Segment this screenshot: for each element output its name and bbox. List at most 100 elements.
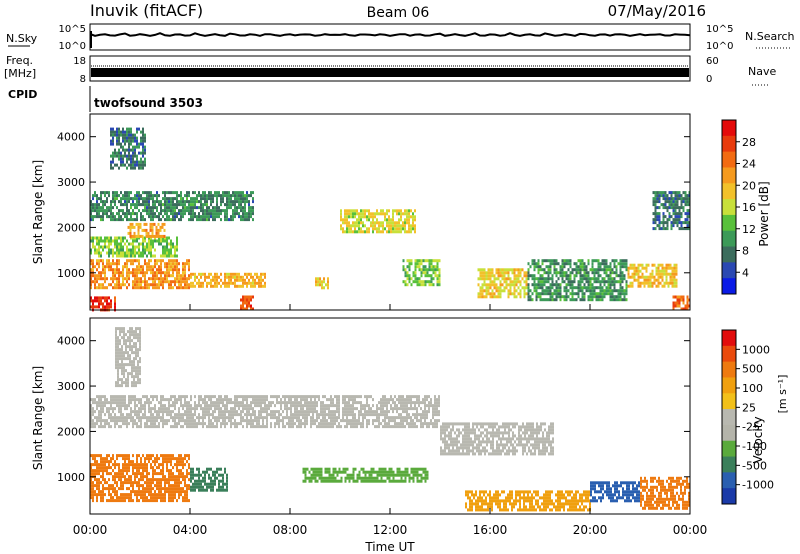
heatmap-cell — [186, 413, 188, 417]
heatmap-cell — [627, 266, 630, 270]
heatmap-cell — [137, 222, 140, 226]
heatmap-cell — [172, 218, 174, 222]
heatmap-cell — [499, 283, 502, 287]
heatmap-cell — [350, 419, 352, 423]
heatmap-cell — [364, 230, 366, 234]
heatmap-cell — [130, 191, 132, 195]
heatmap-cell — [180, 481, 182, 485]
heatmap-cell — [605, 292, 608, 296]
heatmap-cell — [559, 271, 562, 275]
heatmap-cell — [110, 127, 112, 131]
heatmap-cell — [244, 295, 246, 299]
heatmap-cell — [190, 425, 192, 429]
heatmap-cell — [176, 191, 178, 195]
heatmap-cell — [388, 425, 390, 429]
heatmap-cell — [178, 454, 180, 458]
heatmap-cell — [581, 262, 584, 266]
heatmap-cell — [178, 194, 180, 198]
heatmap-cell — [569, 265, 572, 269]
heatmap-cell — [128, 151, 130, 155]
heatmap-cell — [146, 416, 148, 420]
heatmap-cell — [527, 274, 530, 278]
heatmap-cell — [174, 248, 176, 252]
heatmap-cell — [146, 283, 148, 287]
heatmap-cell — [348, 398, 350, 402]
heatmap-cell — [96, 286, 98, 290]
heatmap-cell — [595, 268, 598, 272]
heatmap-cell — [190, 470, 192, 474]
heatmap-cell — [206, 218, 208, 222]
heatmap-cell — [569, 262, 572, 266]
heatmap-cell — [202, 206, 204, 210]
heatmap-cell — [218, 194, 220, 198]
heatmap-cell — [525, 280, 528, 284]
heatmap-cell — [658, 197, 661, 201]
heatmap-cell — [499, 271, 502, 275]
heatmap-cell — [114, 466, 116, 470]
heatmap-cell — [410, 224, 412, 228]
heatmap-cell — [674, 304, 677, 308]
nsky-tick-top: 10^5 — [59, 24, 86, 35]
heatmap-cell — [358, 416, 360, 420]
heatmap-cell — [200, 485, 202, 489]
heatmap-cell — [254, 425, 256, 429]
heatmap-cell — [154, 395, 156, 399]
heatmap-cell — [326, 404, 328, 408]
heatmap-cell — [134, 490, 136, 494]
heatmap-cell — [400, 209, 402, 213]
heatmap-cell — [98, 454, 100, 458]
heatmap-cell — [420, 268, 423, 272]
heatmap-cell — [184, 280, 186, 284]
heatmap-cell — [288, 422, 290, 426]
heatmap-cell — [128, 460, 130, 464]
heatmap-cell — [214, 425, 216, 429]
heatmap-cell — [252, 206, 254, 210]
heatmap-cell — [134, 212, 136, 216]
heatmap-cell — [118, 454, 120, 458]
nave-band — [91, 68, 689, 77]
heatmap-cell — [98, 236, 100, 240]
heatmap-cell — [274, 425, 276, 429]
heatmap-cell — [114, 422, 116, 426]
heatmap-cell — [194, 479, 196, 483]
heatmap-cell — [208, 425, 210, 429]
heatmap-cell — [344, 413, 346, 417]
heatmap-cell — [214, 272, 216, 276]
heatmap-cell — [268, 413, 270, 417]
heatmap-cell — [242, 284, 244, 288]
heatmap-cell — [170, 478, 172, 482]
heatmap-cell — [149, 234, 152, 238]
heatmap-cell — [204, 395, 206, 399]
heatmap-cell — [424, 259, 427, 263]
heatmap-cell — [138, 413, 140, 417]
heatmap-cell — [296, 401, 298, 405]
heatmap-cell — [226, 476, 228, 480]
heatmap-cell — [198, 485, 200, 489]
heatmap-cell — [172, 212, 174, 216]
heatmap-cell — [252, 422, 254, 426]
heatmap-cell — [154, 283, 156, 287]
heatmap-cell — [142, 154, 144, 158]
heatmap-cell — [126, 218, 128, 222]
heatmap-cell — [124, 130, 126, 134]
heatmap-cell — [551, 259, 554, 263]
heatmap-cell — [310, 407, 312, 411]
heatmap-cell — [240, 215, 242, 219]
heatmap-cell — [230, 215, 232, 219]
heatmap-cell — [665, 278, 668, 282]
heatmap-cell — [152, 277, 154, 281]
heatmap-cell — [182, 425, 184, 429]
heatmap-cell — [92, 206, 94, 210]
heatmap-cell — [254, 416, 256, 420]
heatmap-cell — [138, 203, 140, 207]
heatmap-cell — [158, 472, 160, 476]
heatmap-cell — [304, 422, 306, 426]
heatmap-cell — [180, 203, 182, 207]
heatmap-cell — [306, 407, 308, 411]
heatmap-cell — [220, 416, 222, 420]
heatmap-cell — [130, 419, 132, 423]
heatmap-cell — [120, 145, 122, 149]
heatmap-cell — [268, 401, 270, 405]
heatmap-cell — [483, 289, 486, 293]
heatmap-cell — [106, 209, 108, 213]
